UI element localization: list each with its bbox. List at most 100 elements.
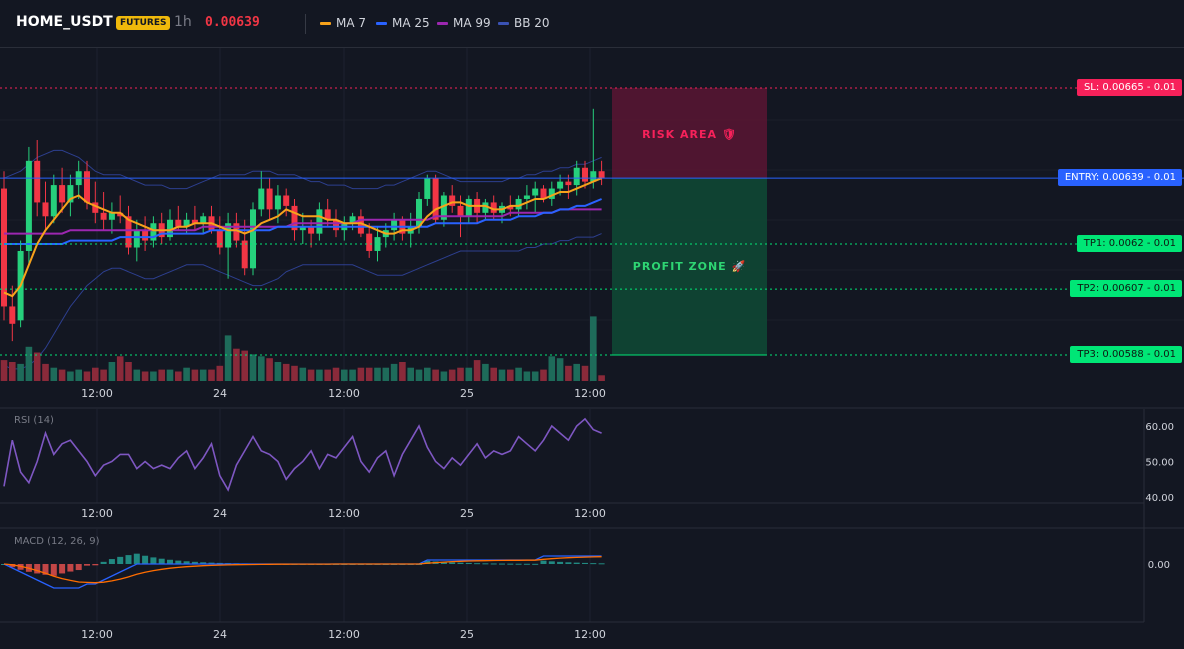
legend-ma7-label: MA 7 [336,16,367,30]
futures-badge: FUTURES [116,16,171,30]
profit-zone [612,178,767,355]
candlesticks [1,108,605,342]
tp3-price-tag[interactable]: TP3: 0.00588 - 0.01 [1070,346,1182,363]
macd-tick-label: 0.00 [1148,560,1170,571]
legend-ma25[interactable]: MA 25 [376,16,430,30]
candle-body [582,167,588,182]
candle-body [490,202,497,213]
macd-histogram-bar [548,561,555,564]
candle-body [191,219,198,224]
trade-zones [612,88,767,356]
volume-bar [33,352,41,381]
volume-bar [349,369,356,381]
macd-histogram-bar [117,556,124,564]
macd-histogram-bar [523,563,530,565]
macd-histogram-bar [507,563,514,565]
volume-bar [67,371,74,381]
candle-body [573,167,580,186]
volume-bar [58,369,66,381]
legend-ma25-label: MA 25 [392,16,430,30]
macd-histogram-bar [515,563,522,565]
timeframe-label[interactable]: 1h [174,14,192,30]
macd-histogram-bar [200,562,207,564]
volume-bar [432,369,439,381]
candle-body [308,226,315,234]
macd-histogram-bar [17,564,24,570]
entry-price-tag[interactable]: ENTRY: 0.00639 - 0.01 [1057,169,1182,187]
candle-body [225,223,232,248]
volume-bar [274,362,282,381]
candle-body [125,216,132,248]
candle-body [142,230,149,241]
candle-body [482,202,489,213]
macd-histogram-bar [540,560,547,564]
legend-bb20[interactable]: BB 20 [498,16,550,30]
candle-body [67,185,74,203]
ma99-line [4,208,602,235]
volume-bar [332,367,340,381]
volume-bar [42,363,49,381]
last-price: 0.00639 [205,15,260,30]
price-levels [0,87,1184,356]
candle-body [590,171,597,182]
candle-body [25,160,32,251]
candle-body [424,178,431,199]
macd-histogram-bar [133,553,140,564]
volume-bar [25,346,33,381]
candle-body [349,216,356,224]
candle-body [216,230,223,248]
candle-body [333,219,339,231]
macd-histogram-bar [598,563,605,565]
volume-bar [100,369,107,381]
candle-body [9,306,16,324]
candle-body [266,188,273,210]
profit-zone-label: PROFIT ZONE 🚀 [632,260,747,274]
volume-bar [183,367,190,381]
candle-body [507,205,514,210]
candle-body [175,219,182,227]
time-label: 24 [213,387,227,400]
volume-bar [382,367,390,381]
tp1-price-tag[interactable]: TP1: 0.0062 - 0.01 [1076,235,1182,253]
volume-bar [125,362,132,381]
candle-body [117,212,124,217]
volume-bar [573,363,580,381]
volume-bar [241,350,248,381]
candle-body [366,233,373,251]
macd-pane: 0.00 [1,553,1170,589]
candle-body [548,188,555,199]
volume-bar [523,371,531,381]
macd-histogram-bar [590,563,597,565]
volume-bar [17,363,24,381]
legend-ma99[interactable]: MA 99 [437,16,491,30]
time-label: 24 [213,507,227,520]
candle-body [183,219,190,227]
candle-body [283,195,290,206]
volume-bar [291,365,298,381]
macd-histogram-bar [75,564,82,571]
macd-histogram-bar [582,562,588,564]
candle-body [92,202,99,213]
volume-bar [424,367,431,381]
legend-ma7[interactable]: MA 7 [320,16,366,30]
macd-histogram-bar [67,564,74,572]
legend-bb20-label: BB 20 [514,16,550,30]
volume-bar [357,367,365,381]
tp2-price-tag[interactable]: TP2: 0.00607 - 0.01 [1070,280,1182,298]
volume-bar [9,362,16,381]
candle-body [1,188,7,307]
candle-body [167,219,173,238]
macd-histogram-bar [440,561,447,564]
macd-histogram-bar [142,555,149,564]
symbol-name[interactable]: HOME_USDT [16,14,113,30]
volume-bar [473,360,481,381]
candle-body [34,160,41,203]
time-label: 24 [213,628,227,641]
macd-histogram-bar [208,562,215,564]
volume-bar [166,369,174,381]
macd-histogram-bar [474,563,481,565]
moving-averages [3,177,602,298]
header-divider [305,14,306,34]
sl-price-tag[interactable]: SL: 0.00665 - 0.01 [1076,79,1182,96]
